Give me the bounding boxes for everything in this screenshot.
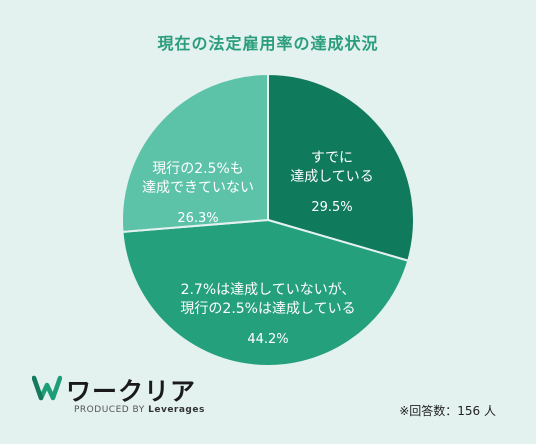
pie-slice-partial: [121, 218, 410, 367]
slice-value: 29.5%: [311, 200, 353, 215]
chart-title: 現在の法定雇用率の達成状況: [157, 34, 379, 53]
slice-name: すでに 達成している: [290, 150, 374, 185]
slice-label-not-achieved: 現行の2.5%も 達成できていない 26.3%: [128, 141, 268, 247]
logo-wordmark: ワークリア: [66, 377, 197, 406]
slice-label-achieved: すでに 達成している 29.5%: [262, 130, 402, 236]
slice-name: 2.7%は達成していないが、 現行の2.5%は達成している: [180, 282, 356, 317]
pie-slice-not-achieved: [121, 72, 269, 233]
pie-slice-achieved: [267, 72, 415, 262]
tagline-prefix: PRODUCED BY: [74, 405, 145, 415]
w-mark-icon: [32, 375, 62, 401]
tagline-brand: Leverages: [148, 405, 205, 415]
slice-label-partial: 2.7%は達成していないが、 現行の2.5%は達成している 44.2%: [130, 262, 406, 368]
slice-name: 現行の2.5%も 達成できていない: [142, 161, 254, 196]
response-count-note: ※回答数：156 人: [399, 404, 496, 418]
slice-value: 44.2%: [247, 332, 289, 347]
slice-value: 26.3%: [177, 211, 219, 226]
logo-tagline: PRODUCED BY Leverages: [74, 405, 205, 415]
